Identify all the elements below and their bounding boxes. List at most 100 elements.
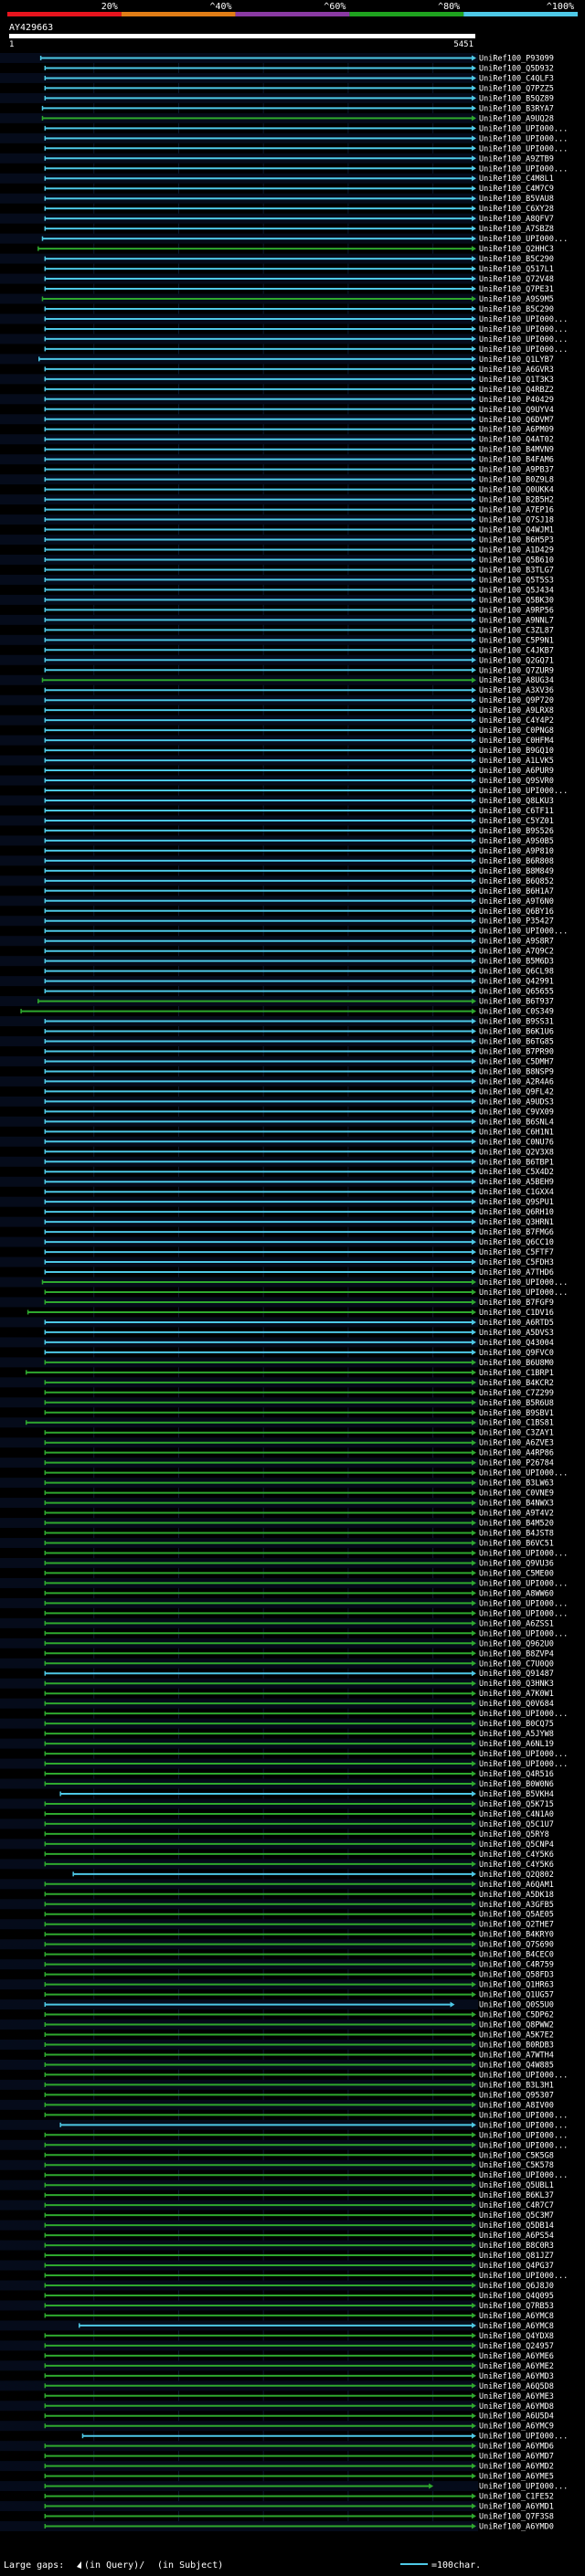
hit-label: UniRef100_C1DV16 bbox=[479, 1309, 554, 1318]
hit-label: UniRef100_B8M849 bbox=[479, 867, 554, 876]
hit-end-arrow bbox=[472, 1921, 476, 1927]
hit-end-arrow bbox=[472, 65, 476, 71]
hit-label: UniRef100_UPI000... bbox=[479, 2483, 568, 2492]
hit-label: UniRef100_Q4YDX8 bbox=[479, 2332, 554, 2341]
hit-label: UniRef100_C4M7C9 bbox=[479, 185, 554, 194]
hit-label: UniRef100_A6QAM1 bbox=[479, 1881, 554, 1890]
hit-label: UniRef100_UPI000... bbox=[479, 2121, 568, 2130]
hit-end-arrow bbox=[472, 85, 476, 91]
hit-end-arrow bbox=[472, 2092, 476, 2098]
hit-label: UniRef100_B6K1U6 bbox=[479, 1028, 554, 1037]
hit-label: UniRef100_Q24957 bbox=[479, 2342, 554, 2351]
hit-label: UniRef100_A6U5D4 bbox=[479, 2412, 554, 2422]
hit-label: UniRef100_B7PR90 bbox=[479, 1047, 554, 1056]
hit-label: UniRef100_Q4WJM1 bbox=[479, 526, 554, 535]
hit-end-arrow bbox=[472, 216, 476, 222]
hit-label: UniRef100_Q4R516 bbox=[479, 1770, 554, 1779]
hit-end-arrow bbox=[472, 1359, 476, 1365]
hit-label: UniRef100_A4RP86 bbox=[479, 1449, 554, 1458]
hit-label: UniRef100_Q9FVC0 bbox=[479, 1349, 554, 1358]
hit-label: UniRef100_UPI000... bbox=[479, 1278, 568, 1288]
hit-end-arrow bbox=[472, 426, 476, 432]
hit-label: UniRef100_Q4Q095 bbox=[479, 2292, 554, 2301]
hit-end-arrow bbox=[472, 747, 476, 754]
hit-end-arrow bbox=[472, 1349, 476, 1355]
hit-end-arrow bbox=[472, 1650, 476, 1657]
hit-end-arrow bbox=[472, 1620, 476, 1627]
hit-end-arrow bbox=[472, 1219, 476, 1225]
hit-end-arrow bbox=[472, 1881, 476, 1887]
hit-label: UniRef100_B4MVN9 bbox=[479, 446, 554, 455]
hit-end-arrow bbox=[472, 2312, 476, 2318]
hit-label: UniRef100_C4N1A0 bbox=[479, 1810, 554, 1819]
hit-end-arrow bbox=[472, 2473, 476, 2479]
hit-end-arrow bbox=[472, 707, 476, 714]
hit-label: UniRef100_UPI000... bbox=[479, 2071, 568, 2080]
hit-label: UniRef100_B5QZ89 bbox=[479, 94, 554, 103]
identity-scale-segment bbox=[121, 12, 236, 16]
hit-label: UniRef100_B9GQ10 bbox=[479, 747, 554, 756]
hit-end-arrow bbox=[472, 1860, 476, 1867]
hit-end-arrow bbox=[472, 55, 476, 61]
hit-end-arrow bbox=[472, 697, 476, 704]
hit-label: UniRef100_Q5C1U7 bbox=[479, 1820, 554, 1829]
hit-label: UniRef100_B9SBV1 bbox=[479, 1409, 554, 1418]
hit-label: UniRef100_Q1UG57 bbox=[479, 1991, 554, 2000]
hit-end-arrow bbox=[472, 807, 476, 813]
hit-end-arrow bbox=[472, 1951, 476, 1957]
hit-label: UniRef100_UPI000... bbox=[479, 928, 568, 937]
hit-end-arrow bbox=[472, 917, 476, 924]
hit-end-arrow bbox=[472, 1741, 476, 1747]
hit-end-arrow bbox=[472, 276, 476, 282]
hit-label: UniRef100_A6YMC8 bbox=[479, 2312, 554, 2321]
hit-label: UniRef100_C4Y4P2 bbox=[479, 716, 554, 726]
hit-end-arrow bbox=[472, 1439, 476, 1446]
hit-label: UniRef100_A6YMD0 bbox=[479, 2523, 554, 2532]
hit-end-arrow bbox=[472, 1399, 476, 1405]
hit-label: UniRef100_UPI000... bbox=[479, 325, 568, 334]
hit-label: UniRef100_B8NSP9 bbox=[479, 1067, 554, 1076]
hit-label: UniRef100_UPI000... bbox=[479, 1609, 568, 1618]
hit-end-arrow bbox=[472, 1169, 476, 1175]
hit-end-arrow bbox=[472, 768, 476, 774]
hit-label: UniRef100_Q5BK30 bbox=[479, 596, 554, 605]
hit-label: UniRef100_C6TF11 bbox=[479, 807, 554, 816]
hit-end-arrow bbox=[472, 496, 476, 503]
hit-label: UniRef100_Q5CNP4 bbox=[479, 1840, 554, 1850]
hit-label: UniRef100_P40429 bbox=[479, 396, 554, 405]
hit-end-arrow bbox=[472, 2302, 476, 2308]
hit-label: UniRef100_Q1T3K3 bbox=[479, 376, 554, 385]
hit-label: UniRef100_A6Q5D8 bbox=[479, 2382, 554, 2391]
hit-label: UniRef100_B6VC51 bbox=[479, 1539, 554, 1548]
hit-end-arrow bbox=[472, 476, 476, 482]
hit-end-arrow bbox=[472, 1229, 476, 1235]
hit-end-arrow bbox=[472, 175, 476, 182]
hit-end-arrow bbox=[472, 2152, 476, 2158]
hit-end-arrow bbox=[472, 396, 476, 402]
hit-end-arrow bbox=[472, 1269, 476, 1276]
hit-end-arrow bbox=[472, 1771, 476, 1777]
hit-end-arrow bbox=[472, 186, 476, 192]
hit-end-arrow bbox=[472, 1670, 476, 1677]
identity-scale-label: ^40% bbox=[210, 2, 232, 12]
hit-label: UniRef100_Q81JZ7 bbox=[479, 2252, 554, 2261]
hit-end-arrow bbox=[472, 827, 476, 833]
hit-end-arrow bbox=[472, 1299, 476, 1305]
hit-label: UniRef100_Q0UKK4 bbox=[479, 486, 554, 495]
legend-query-gap-marker bbox=[77, 2561, 81, 2569]
hit-end-arrow bbox=[472, 2172, 476, 2178]
hit-end-arrow bbox=[472, 1489, 476, 1496]
hit-label: UniRef100_C5K5G8 bbox=[479, 2151, 554, 2160]
hit-end-arrow bbox=[472, 2162, 476, 2168]
hit-label: UniRef100_Q2V3X8 bbox=[479, 1148, 554, 1157]
hit-label: UniRef100_Q6RH10 bbox=[479, 1208, 554, 1217]
hit-end-arrow bbox=[472, 386, 476, 392]
hit-end-arrow bbox=[472, 1058, 476, 1065]
hit-end-arrow bbox=[472, 1731, 476, 1737]
hit-end-arrow bbox=[472, 677, 476, 684]
hit-end-arrow bbox=[472, 2222, 476, 2229]
hit-end-arrow bbox=[472, 1530, 476, 1536]
legend-in-subject: (in Subject) bbox=[157, 2560, 223, 2571]
hit-label: UniRef100_Q9UYV4 bbox=[479, 406, 554, 415]
